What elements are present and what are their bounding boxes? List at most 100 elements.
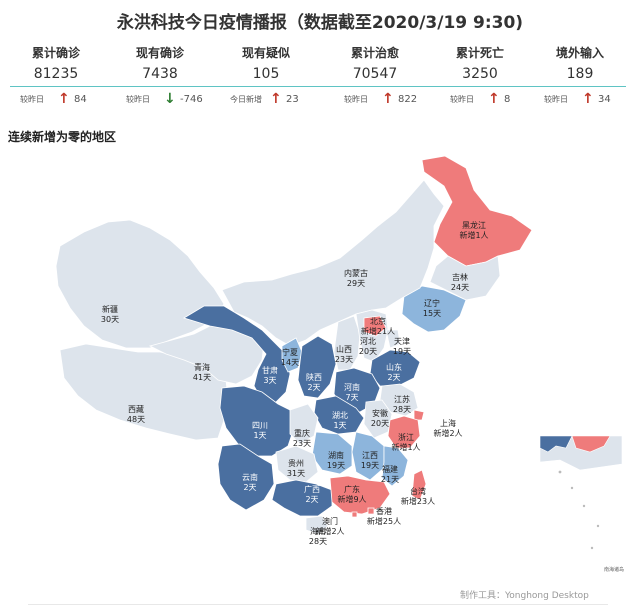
region-name-label: 浙江 xyxy=(398,432,414,442)
region-value-label: 2天 xyxy=(243,483,256,492)
arrow-up-icon: ↑ xyxy=(582,91,594,107)
region-广西 xyxy=(271,479,333,517)
inset-label: 南海诸岛 xyxy=(604,567,625,573)
region-value-label: 23天 xyxy=(335,355,353,364)
map-regions xyxy=(55,155,533,535)
region-name-label: 海南 xyxy=(310,526,326,536)
region-澳门 xyxy=(351,511,358,518)
region-name-label: 山西 xyxy=(336,344,352,354)
stat-label: 累计治愈 xyxy=(350,46,399,60)
region-北京 xyxy=(363,315,387,337)
region-value-label: 28天 xyxy=(393,405,411,414)
region-value-label: 19天 xyxy=(327,461,345,470)
stat-label: 境外输入 xyxy=(555,46,604,60)
delta-label: 今日新增 xyxy=(230,95,262,104)
region-name-label: 上海 xyxy=(440,418,456,428)
delta-value: 8 xyxy=(504,94,511,105)
arrow-up-icon: ↑ xyxy=(270,91,282,107)
stat-suspected: 现有疑似 105 xyxy=(213,44,319,84)
region-name-label: 宁夏 xyxy=(282,347,298,357)
region-name-label: 新疆 xyxy=(102,304,118,314)
delta-label: 较昨日 xyxy=(450,95,474,104)
region-福建 xyxy=(381,445,409,487)
delta-label: 较昨日 xyxy=(126,95,150,104)
region-value-label: 15天 xyxy=(423,309,441,318)
arrow-down-icon: ↓ xyxy=(164,91,176,107)
region-value-label: 新增2人 xyxy=(315,526,344,536)
region-name-label: 天津 xyxy=(394,336,410,346)
stat-deaths: 累计死亡 3250 xyxy=(427,44,533,84)
region-宁夏 xyxy=(281,337,303,373)
region-name-label: 江苏 xyxy=(394,394,410,404)
region-name-label: 青海 xyxy=(194,362,210,372)
region-value-label: 新增21人 xyxy=(361,326,395,336)
stat-value: 189 xyxy=(566,66,594,82)
region-甘肃 xyxy=(183,305,291,405)
region-value-label: 28天 xyxy=(309,537,327,546)
region-value-label: 29天 xyxy=(347,279,365,288)
region-台湾 xyxy=(411,469,427,501)
region-新疆 xyxy=(55,219,225,349)
delta-imported: 较昨日 ↑ 34 xyxy=(538,92,640,108)
section-title: 连续新增为零的地区 xyxy=(8,130,117,144)
region-浙江 xyxy=(387,415,421,449)
region-value-label: 14天 xyxy=(281,358,299,367)
delta-value: 23 xyxy=(286,94,299,105)
region-name-label: 广西 xyxy=(304,484,320,494)
stat-value: 70547 xyxy=(352,66,398,82)
region-value-label: 新增25人 xyxy=(367,516,401,526)
region-value-label: 20天 xyxy=(359,347,377,356)
region-name-label: 辽宁 xyxy=(424,298,440,308)
arrow-up-icon: ↑ xyxy=(488,91,500,107)
region-name-label: 内蒙古 xyxy=(344,268,368,278)
stat-label: 现有疑似 xyxy=(241,46,290,60)
region-name-label: 安徽 xyxy=(372,408,388,418)
region-value-label: 新增1人 xyxy=(391,442,420,452)
region-江西 xyxy=(351,431,385,481)
stat-value: 105 xyxy=(252,66,280,82)
region-name-label: 河北 xyxy=(360,336,376,346)
region-安徽 xyxy=(363,399,393,439)
region-value-label: 1天 xyxy=(253,431,266,440)
region-value-label: 2天 xyxy=(307,383,320,392)
region-name-label: 四川 xyxy=(252,421,268,430)
region-value-label: 新增1人 xyxy=(459,230,488,240)
region-value-label: 2天 xyxy=(387,373,400,382)
region-name-label: 河南 xyxy=(344,382,360,392)
region-value-label: 2天 xyxy=(305,495,318,504)
region-重庆 xyxy=(289,403,319,445)
region-value-label: 19天 xyxy=(393,347,411,356)
delta-recovered: 较昨日 ↑ 822 xyxy=(338,92,444,108)
region-value-label: 24天 xyxy=(451,283,469,292)
region-value-label: 48天 xyxy=(127,415,145,424)
delta-label: 较昨日 xyxy=(20,95,44,104)
stat-label: 累计死亡 xyxy=(455,46,504,60)
region-四川 xyxy=(219,385,295,457)
region-天津 xyxy=(385,329,401,349)
delta-deaths: 较昨日 ↑ 8 xyxy=(444,92,550,108)
arrow-up-icon: ↑ xyxy=(58,91,70,107)
region-value-label: 3天 xyxy=(263,376,276,385)
region-value-label: 30天 xyxy=(101,315,119,324)
region-name-label: 广东 xyxy=(344,484,360,494)
footer-credit: 制作工具：Yonghong Desktop xyxy=(460,591,589,601)
region-name-label: 贵州 xyxy=(288,458,304,468)
region-value-label: 31天 xyxy=(287,469,305,478)
region-广东 xyxy=(329,475,391,515)
delta-value: 822 xyxy=(398,94,418,105)
stat-current-confirmed: 现有确诊 7438 xyxy=(107,44,213,84)
region-value-label: 新增9人 xyxy=(337,494,366,504)
stat-total-confirmed: 累计确诊 81235 xyxy=(3,44,109,84)
region-name-label: 山东 xyxy=(386,362,402,372)
region-上海 xyxy=(413,409,425,421)
china-map: 黑龙江新增1人吉林24天辽宁15天内蒙古29天新疆30天西藏48天青海41天甘肃… xyxy=(55,155,623,550)
region-value-label: 1天 xyxy=(333,421,346,430)
region-value-label: 20天 xyxy=(371,419,389,428)
region-name-label: 北京 xyxy=(370,316,386,326)
delta-suspected: 今日新增 ↑ 23 xyxy=(226,92,332,108)
region-name-label: 江西 xyxy=(362,451,378,460)
stat-value: 3250 xyxy=(462,66,498,82)
delta-value: 34 xyxy=(598,94,611,105)
delta-total-confirmed: 较昨日 ↑ 84 xyxy=(14,92,120,108)
region-name-label: 湖北 xyxy=(332,411,348,420)
